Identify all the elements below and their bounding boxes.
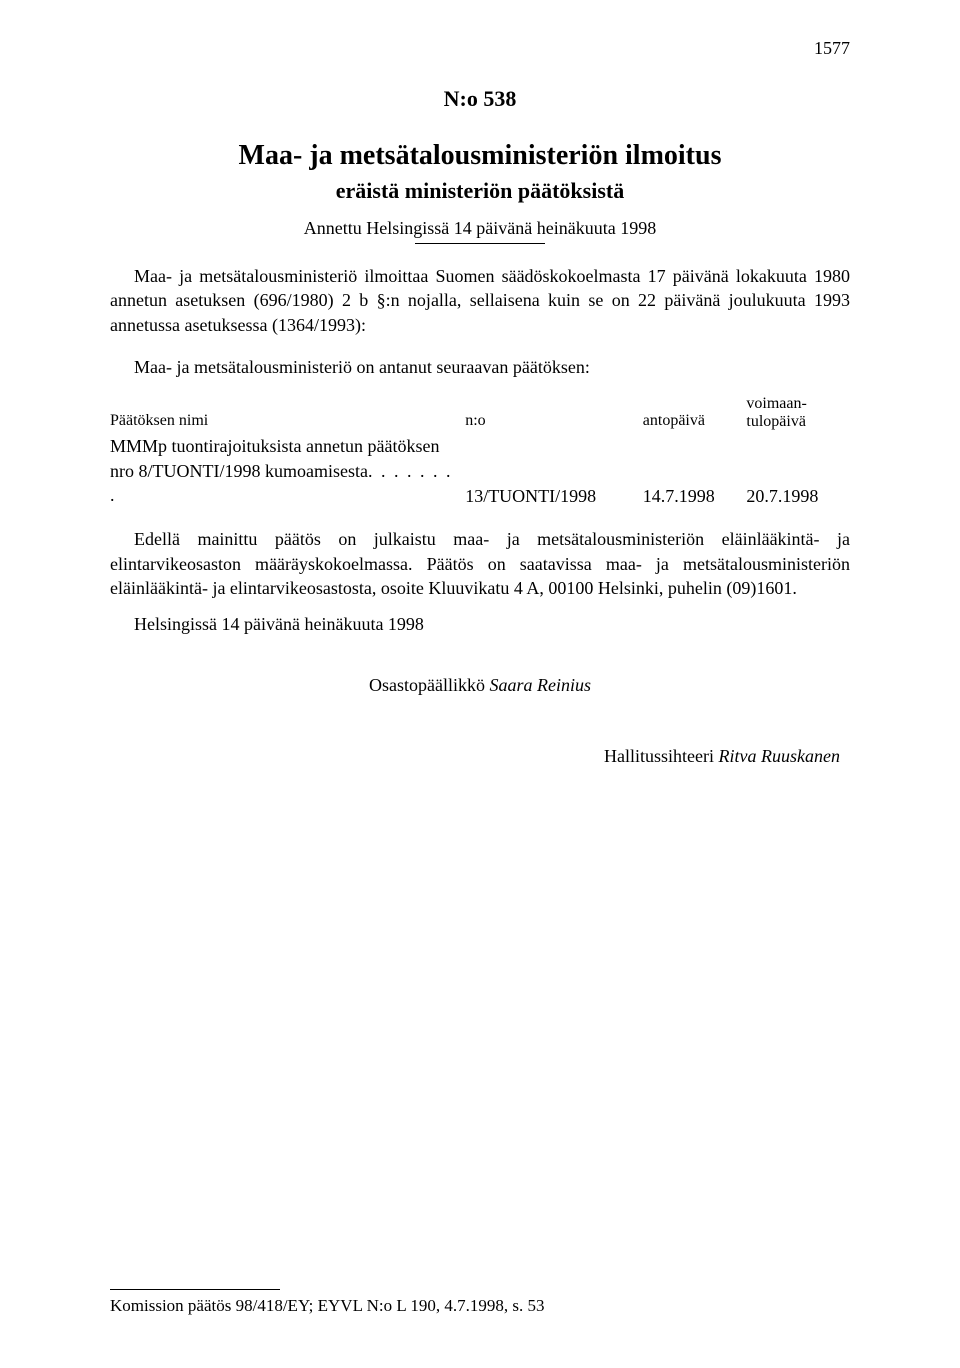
row-name-line1: MMMp tuontirajoituksista annetun päätöks…	[110, 436, 439, 456]
document-number: N:o 538	[110, 86, 850, 112]
lead-paragraph: Maa- ja metsätalousministeriö on antanut…	[110, 355, 850, 379]
header-voimaan-line2: tulopäivä	[746, 413, 806, 430]
row-name: MMMp tuontirajoituksista annetun päätöks…	[110, 432, 465, 509]
given-at: Annettu Helsingissä 14 päivänä heinäkuut…	[110, 218, 850, 239]
signature-2-title: Hallitussihteeri	[604, 746, 718, 766]
signature-1-title: Osastopäällikkö	[369, 675, 489, 695]
header-antopaiva: antopäivä	[643, 393, 747, 432]
row-voimaantulo: 20.7.1998	[746, 432, 850, 509]
body-paragraph-2: Edellä mainittu päätös on julkaistu maa-…	[110, 527, 850, 600]
signed-place: Helsingissä 14 päivänä heinäkuuta 1998	[110, 614, 850, 635]
intro-paragraph: Maa- ja metsätalousministeriö ilmoittaa …	[110, 264, 850, 337]
signature-1-name: Saara Reinius	[489, 675, 591, 695]
signature-2-name: Ritva Ruuskanen	[719, 746, 840, 766]
decision-table: Päätöksen nimi n:o antopäivä voimaan- tu…	[110, 393, 850, 509]
signature-2: Hallitussihteeri Ritva Ruuskanen	[110, 746, 850, 767]
title-rule	[415, 243, 545, 244]
header-voimaantulo: voimaan- tulopäivä	[746, 393, 850, 432]
signature-1: Osastopäällikkö Saara Reinius	[110, 675, 850, 696]
header-name: Päätöksen nimi	[110, 393, 465, 432]
footer: Komission päätös 98/418/EY; EYVL N:o L 1…	[110, 1289, 850, 1316]
document-page: 1577 N:o 538 Maa- ja metsätalousminister…	[0, 0, 960, 1368]
table-row: MMMp tuontirajoituksista annetun päätöks…	[110, 432, 850, 509]
header-voimaan-line1: voimaan-	[746, 395, 806, 412]
row-no: 13/TUONTI/1998	[465, 432, 643, 509]
footnote-text: Komission päätös 98/418/EY; EYVL N:o L 1…	[110, 1296, 850, 1316]
row-antopaiva: 14.7.1998	[643, 432, 747, 509]
document-title: Maa- ja metsätalousministeriön ilmoitus	[110, 140, 850, 172]
table-header-row: Päätöksen nimi n:o antopäivä voimaan- tu…	[110, 393, 850, 432]
header-no: n:o	[465, 393, 643, 432]
footnote-rule	[110, 1289, 280, 1290]
page-number: 1577	[814, 38, 850, 59]
row-name-line2: nro 8/TUONTI/1998 kumoamisesta	[110, 461, 368, 481]
document-subtitle: eräistä ministeriön päätöksistä	[110, 178, 850, 204]
